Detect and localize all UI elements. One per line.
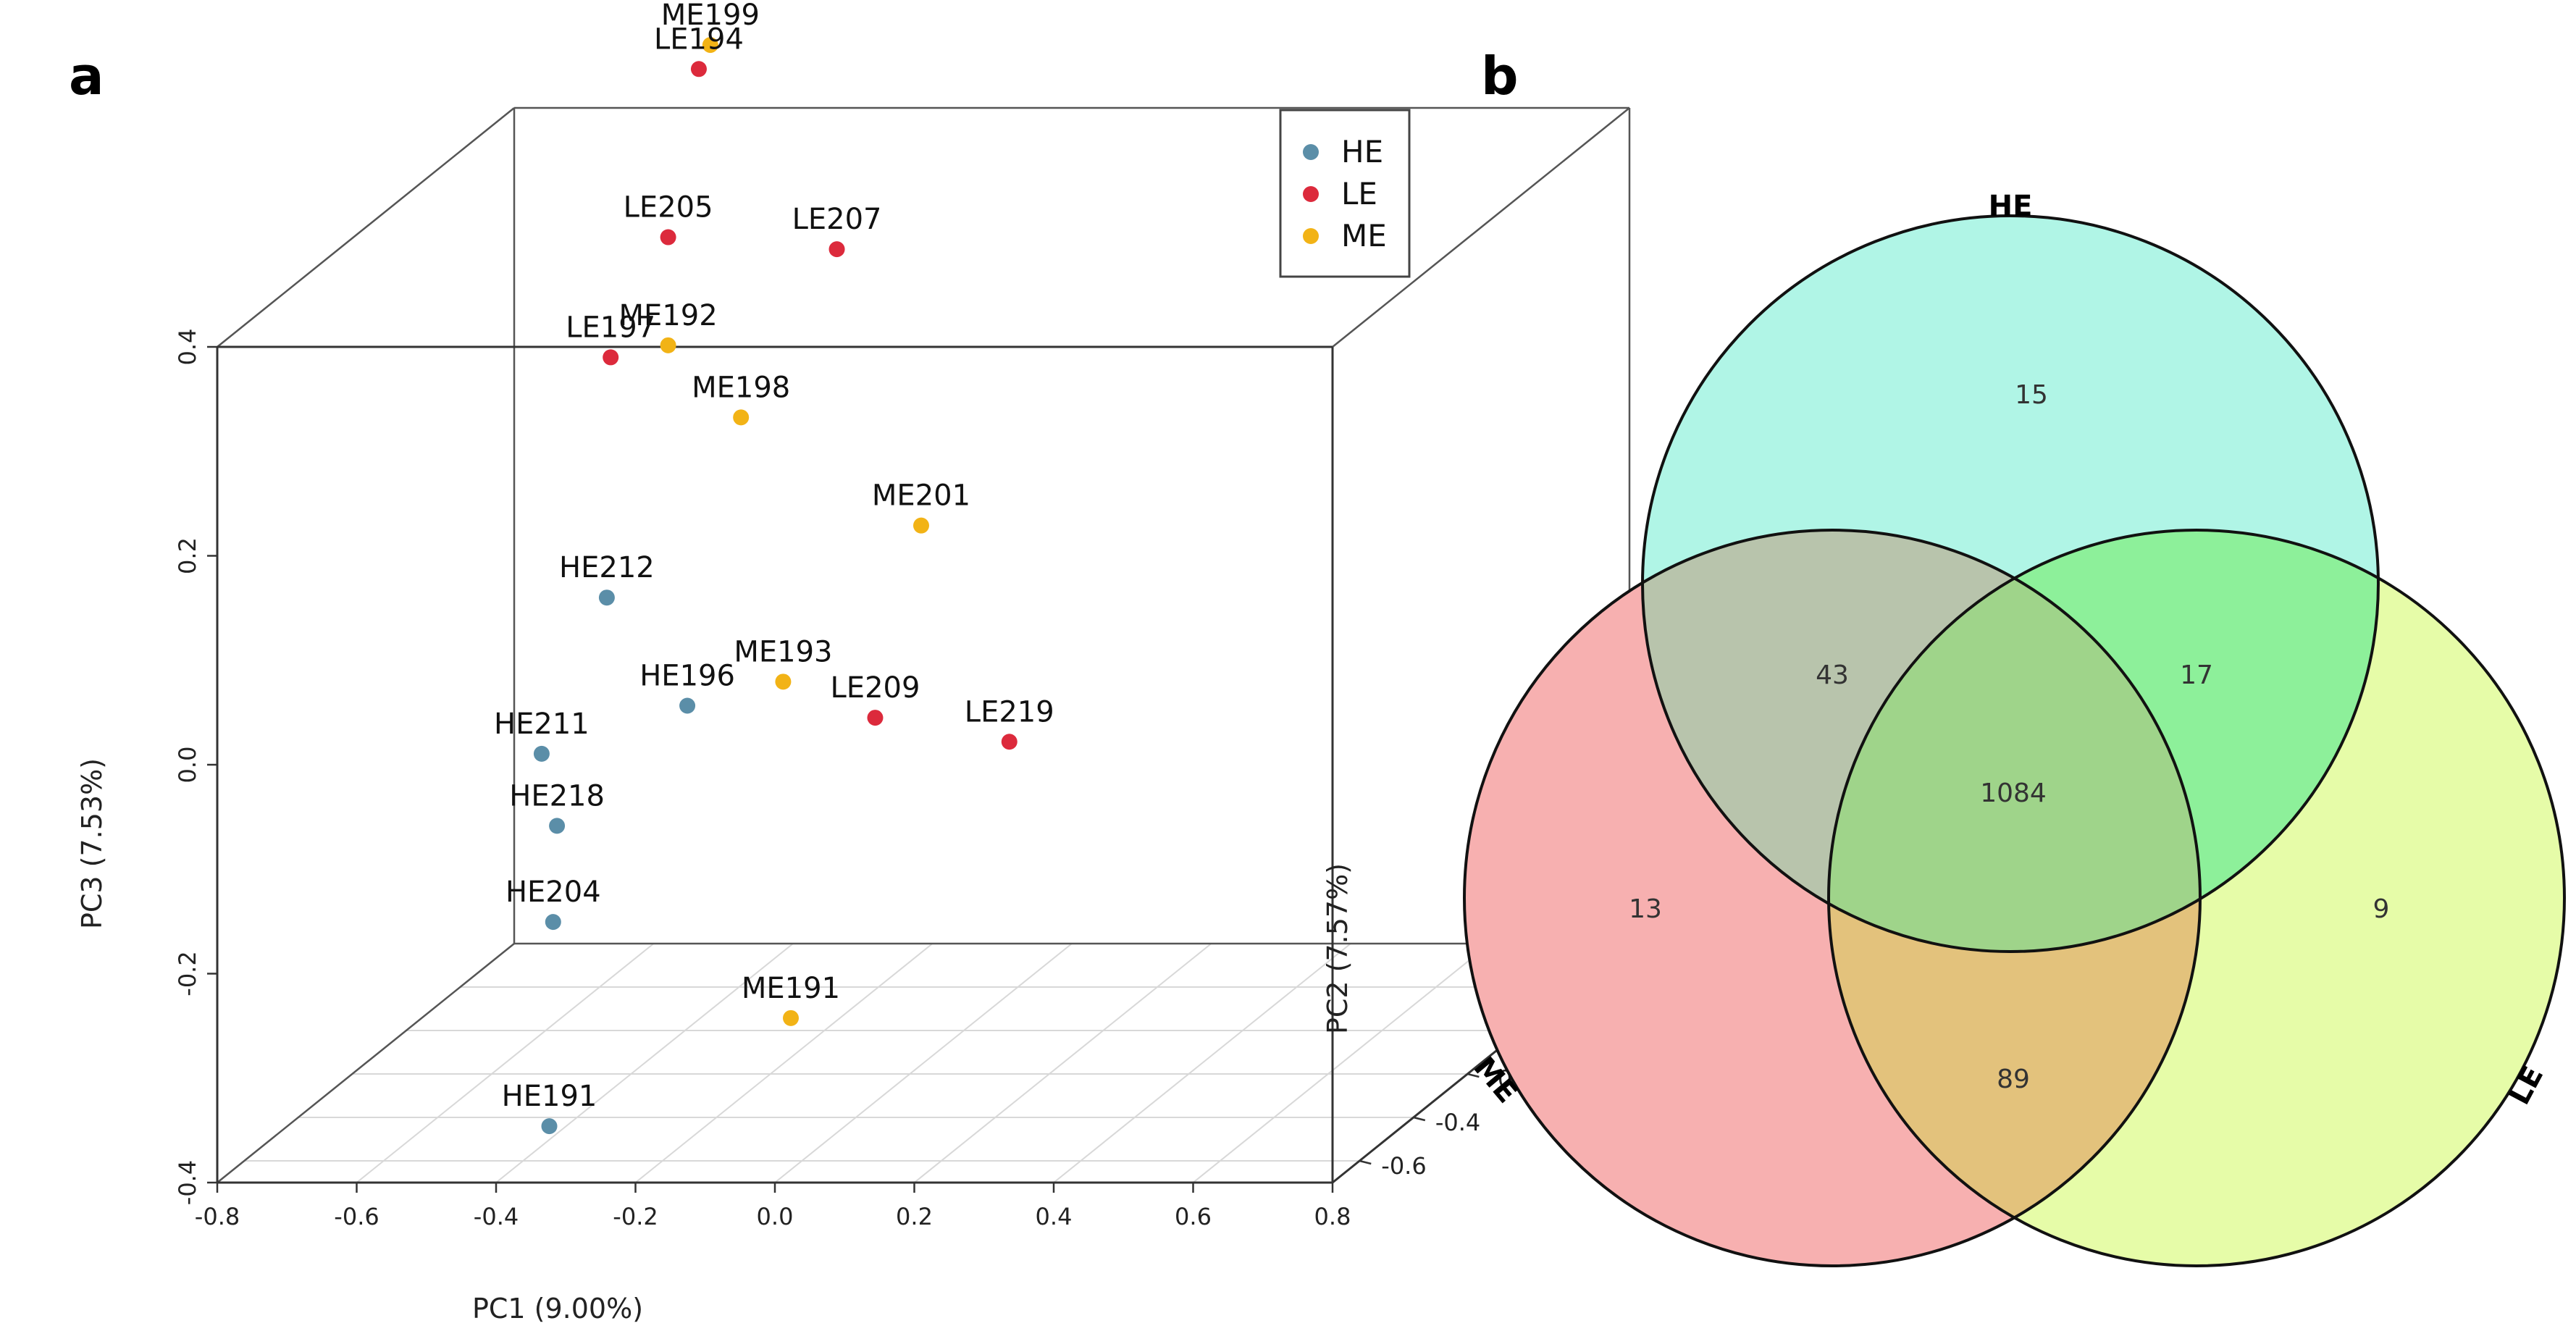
legend-box (1279, 109, 1411, 278)
cube-edge (1332, 107, 1630, 348)
point-label: HE212 (559, 551, 655, 584)
point-he204 (545, 914, 561, 931)
z-tick (1467, 1073, 1480, 1078)
point-label: ME193 (734, 635, 832, 668)
y-tick-label: 0.4 (174, 329, 201, 366)
floor-grid-line (356, 943, 655, 1183)
venn-count-he-le: 17 (2180, 660, 2213, 690)
point-me192 (660, 337, 676, 353)
x-tick-label: -0.4 (474, 1203, 519, 1230)
z-tick-label: -0.6 (1381, 1152, 1426, 1180)
point-le207 (828, 241, 845, 258)
legend-marker-he (1303, 144, 1319, 160)
point-label: LE209 (831, 671, 920, 705)
legend-marker-le (1303, 186, 1319, 202)
floor-grid-line (1053, 943, 1351, 1183)
panel-label-a: a (69, 46, 104, 106)
venn-count-le: 9 (2373, 894, 2390, 924)
legend-entry-le: LE (1341, 176, 1377, 211)
point-he218 (549, 818, 566, 834)
x-tick-label: -0.6 (334, 1203, 379, 1230)
floor-grid-line (1192, 943, 1491, 1183)
y-tick-label: -0.4 (174, 1160, 201, 1205)
point-me198 (733, 409, 750, 426)
point-label: HE218 (509, 779, 605, 813)
point-he212 (598, 589, 615, 606)
venn-outline-le (1827, 529, 2566, 1267)
panel-label-b: b (1481, 46, 1519, 106)
point-label: ME191 (742, 972, 840, 1005)
x-tick-label: 0.6 (1175, 1203, 1212, 1230)
pca-3d-panel: a -0.8 -0.6 -0.4 -0.2 0.0 0.2 0.4 0.6 0.8 -0.4-0… (69, 0, 1688, 1325)
point-label: HE191 (502, 1080, 597, 1113)
cube-back-edges (217, 106, 1631, 944)
venn-count-he-me-le: 1084 (1980, 778, 2047, 808)
y-tick-label: -0.2 (174, 951, 201, 996)
point-label: ME192 (619, 299, 718, 332)
x-tick-label: 0.8 (1314, 1203, 1351, 1230)
cube-edge (217, 943, 515, 1183)
x-tick-label: -0.8 (195, 1203, 240, 1230)
z-tick (1359, 1159, 1372, 1165)
floor-grid-line (634, 943, 934, 1183)
point-label: LE205 (624, 191, 713, 224)
legend-entry-me: ME (1341, 218, 1387, 253)
z-tick-label: -0.4 (1435, 1109, 1480, 1136)
point-le205 (660, 229, 676, 245)
point-label: LE197 (566, 311, 655, 344)
x-tick-label: 0.0 (757, 1203, 794, 1230)
legend-marker-me (1303, 228, 1319, 244)
z-tick (1413, 1116, 1426, 1122)
venn-count-me-le: 89 (1997, 1065, 2030, 1094)
venn-count-he-me: 43 (1816, 660, 1849, 690)
point-le209 (867, 710, 884, 726)
venn-count-he: 15 (2015, 380, 2048, 410)
point-label: ME198 (692, 371, 790, 404)
cube-front-edges (216, 345, 1630, 1184)
point-le194 (690, 61, 707, 77)
floor-grid-line (495, 943, 794, 1183)
x-tick-label: 0.4 (1036, 1203, 1073, 1230)
x-axis-label: PC1 (9.00%) (472, 1293, 643, 1325)
y-axis: -0.4 -0.2 0.0 0.2 0.4 (174, 329, 217, 1205)
point-he191 (541, 1118, 558, 1135)
y-tick-label: 0.0 (174, 747, 201, 784)
point-me201 (912, 517, 929, 534)
floor-grid (217, 942, 1629, 1183)
y-axis-label: PC3 (7.53%) (76, 758, 108, 929)
point-me199 (702, 37, 718, 54)
point-label: LE219 (965, 695, 1054, 729)
point-label: HE196 (639, 660, 735, 693)
point-he211 (533, 745, 550, 762)
point-label: ME199 (661, 0, 760, 32)
x-tick-label: -0.2 (613, 1203, 658, 1230)
point-label: LE194 (654, 22, 744, 56)
point-me193 (775, 673, 792, 690)
point-me191 (783, 1010, 800, 1026)
y-tick-label: 0.2 (174, 537, 201, 574)
legend-entry-he: HE (1341, 134, 1383, 169)
point-le219 (1001, 734, 1018, 750)
venn-count-me: 13 (1629, 894, 1662, 924)
floor-grid-line (913, 943, 1212, 1183)
point-label: LE207 (792, 203, 882, 236)
point-he196 (679, 697, 696, 714)
legend: HE LE ME (1279, 109, 1411, 278)
venn-label-he: HE (1989, 190, 2033, 223)
x-tick-label: 0.2 (896, 1203, 933, 1230)
venn-outline-me (1463, 529, 2202, 1267)
floor-grid-line (774, 943, 1073, 1183)
x-axis: -0.8 -0.6 -0.4 -0.2 0.0 0.2 0.4 0.6 0.8 (195, 1183, 1351, 1230)
point-label: HE204 (505, 876, 601, 909)
cube-edge (217, 107, 515, 348)
point-le197 (603, 349, 619, 366)
point-label: HE211 (494, 708, 590, 741)
overlap-all (1829, 530, 2200, 952)
point-label: ME201 (872, 479, 970, 513)
z-axis-label: PC2 (7.57%) (1322, 863, 1354, 1034)
